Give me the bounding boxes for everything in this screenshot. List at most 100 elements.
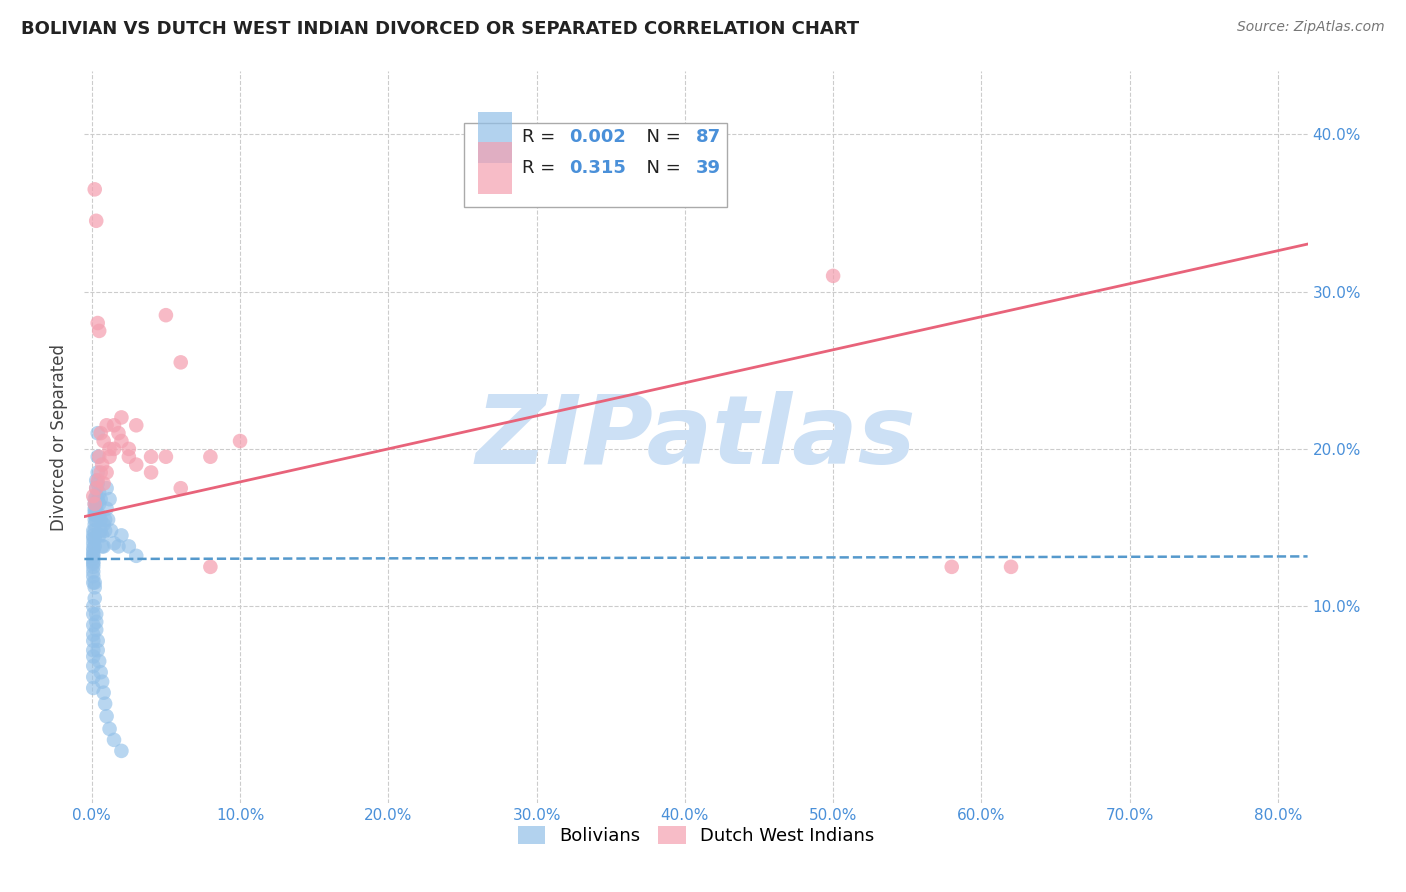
Point xyxy=(98,722,121,736)
Point xyxy=(83,532,105,546)
Point xyxy=(93,686,115,700)
Point xyxy=(89,497,111,511)
Point xyxy=(89,528,111,542)
Point xyxy=(82,633,104,648)
Text: ZIPatlas: ZIPatlas xyxy=(475,391,917,483)
FancyBboxPatch shape xyxy=(478,143,513,194)
Text: N =: N = xyxy=(636,159,686,177)
Point xyxy=(83,497,105,511)
Point xyxy=(110,410,132,425)
Point xyxy=(86,450,108,464)
Point xyxy=(94,524,117,538)
Point xyxy=(82,659,104,673)
Point xyxy=(82,681,104,695)
Point xyxy=(100,524,122,538)
Point xyxy=(118,442,141,456)
Point xyxy=(82,547,104,561)
Point xyxy=(84,623,107,637)
Text: Source: ZipAtlas.com: Source: ZipAtlas.com xyxy=(1237,20,1385,34)
Point xyxy=(941,559,963,574)
FancyBboxPatch shape xyxy=(464,122,727,207)
Point xyxy=(82,532,104,546)
Text: 0.002: 0.002 xyxy=(569,128,626,146)
Point xyxy=(96,709,118,723)
Text: N =: N = xyxy=(636,128,686,146)
Text: R =: R = xyxy=(522,159,567,177)
Point xyxy=(86,492,108,507)
FancyBboxPatch shape xyxy=(478,112,513,163)
Point xyxy=(82,536,104,550)
Point xyxy=(91,674,114,689)
Point xyxy=(83,497,105,511)
Point xyxy=(82,544,104,558)
Point xyxy=(82,599,104,614)
Point xyxy=(94,697,117,711)
Point xyxy=(82,649,104,664)
Point xyxy=(83,492,105,507)
Point xyxy=(83,513,105,527)
Point xyxy=(93,517,115,532)
Point xyxy=(96,466,118,480)
Point xyxy=(82,565,104,579)
Point xyxy=(125,549,148,563)
Point xyxy=(90,466,112,480)
Point xyxy=(82,618,104,632)
Point xyxy=(103,442,125,456)
Point xyxy=(84,489,107,503)
Point xyxy=(125,458,148,472)
Point xyxy=(170,481,193,495)
Point xyxy=(103,732,125,747)
Point xyxy=(84,508,107,522)
Point xyxy=(86,476,108,491)
Point xyxy=(82,559,104,574)
Point xyxy=(82,627,104,641)
Text: 87: 87 xyxy=(696,128,721,146)
Point xyxy=(84,481,107,495)
Point xyxy=(83,591,105,606)
Point xyxy=(96,501,118,516)
Point xyxy=(90,524,112,538)
Text: 39: 39 xyxy=(696,159,721,177)
Point xyxy=(83,182,105,196)
Point xyxy=(103,418,125,433)
Point xyxy=(82,524,104,538)
Point xyxy=(229,434,252,448)
Point xyxy=(110,744,132,758)
Point xyxy=(91,458,114,472)
Point xyxy=(82,643,104,657)
Point xyxy=(93,540,115,554)
Text: 0.315: 0.315 xyxy=(569,159,626,177)
Point xyxy=(82,670,104,684)
Point xyxy=(118,540,141,554)
Point xyxy=(83,540,105,554)
Point xyxy=(89,486,111,500)
Point xyxy=(91,540,114,554)
Point xyxy=(86,316,108,330)
Point xyxy=(96,418,118,433)
Point xyxy=(139,466,162,480)
Point xyxy=(82,575,104,590)
Point xyxy=(82,569,104,583)
Y-axis label: Divorced or Separated: Divorced or Separated xyxy=(51,343,69,531)
Point xyxy=(93,476,115,491)
Point xyxy=(118,450,141,464)
Point xyxy=(84,214,107,228)
Point xyxy=(98,492,121,507)
Point xyxy=(125,418,148,433)
Point xyxy=(83,524,105,538)
Point xyxy=(83,580,105,594)
Point xyxy=(155,450,177,464)
Point xyxy=(200,559,222,574)
Point xyxy=(84,473,107,487)
Legend: Bolivians, Dutch West Indians: Bolivians, Dutch West Indians xyxy=(508,815,884,856)
Point xyxy=(89,450,111,464)
Point xyxy=(84,497,107,511)
Point xyxy=(93,434,115,448)
Point xyxy=(84,513,107,527)
Point xyxy=(97,513,120,527)
Point xyxy=(200,450,222,464)
Point xyxy=(82,528,104,542)
Point xyxy=(84,481,107,495)
Point xyxy=(89,508,111,522)
Point xyxy=(107,426,129,441)
